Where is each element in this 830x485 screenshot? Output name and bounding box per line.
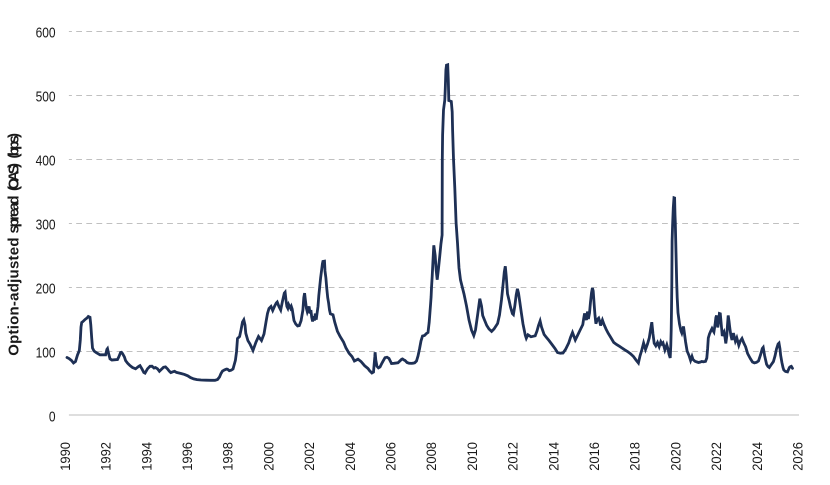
- svg-text:2022: 2022: [708, 442, 724, 471]
- svg-text:2016: 2016: [586, 442, 602, 471]
- svg-text:2000: 2000: [260, 442, 276, 471]
- svg-text:1992: 1992: [98, 442, 114, 471]
- svg-text:1998: 1998: [220, 442, 236, 471]
- svg-text:2024: 2024: [749, 442, 765, 471]
- svg-text:400: 400: [36, 152, 56, 169]
- svg-text:500: 500: [36, 88, 56, 105]
- svg-text:2018: 2018: [627, 442, 643, 471]
- svg-text:2026: 2026: [790, 442, 806, 471]
- svg-text:2010: 2010: [464, 442, 480, 471]
- svg-text:100: 100: [36, 344, 56, 361]
- svg-text:1994: 1994: [138, 442, 154, 471]
- svg-text:2004: 2004: [342, 442, 358, 471]
- svg-text:600: 600: [36, 24, 56, 41]
- svg-text:2020: 2020: [667, 442, 683, 471]
- svg-text:300: 300: [36, 216, 56, 233]
- svg-text:1996: 1996: [179, 442, 195, 471]
- svg-text:1990: 1990: [57, 442, 73, 471]
- svg-text:200: 200: [36, 280, 56, 297]
- svg-text:Option-adjustedspread(OAS)(bps: Option-adjustedspread(OAS)(bps): [5, 133, 22, 356]
- svg-text:0: 0: [49, 408, 56, 425]
- svg-text:2008: 2008: [423, 442, 439, 471]
- svg-text:2002: 2002: [301, 442, 317, 471]
- svg-text:2006: 2006: [383, 442, 399, 471]
- svg-text:2014: 2014: [545, 442, 561, 471]
- svg-text:2012: 2012: [505, 442, 521, 471]
